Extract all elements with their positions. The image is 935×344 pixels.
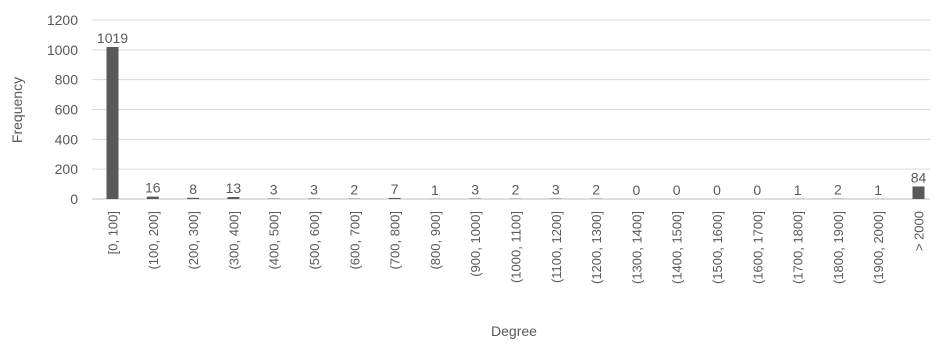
y-axis-title: Frequency (9, 77, 25, 143)
data-label: 0 (713, 182, 721, 198)
x-category-label: (1700, 1800] (791, 211, 806, 284)
bar (106, 46, 119, 199)
x-category-label: (1500, 1600] (710, 211, 725, 284)
x-category-label: (1200, 1300] (589, 211, 604, 284)
x-category-label: > 2000 (912, 211, 927, 251)
x-category-label: (500, 600] (307, 211, 322, 270)
bar (187, 197, 200, 199)
x-axis-title: Degree (491, 323, 537, 339)
bars (106, 46, 925, 199)
data-label: 0 (633, 182, 641, 198)
data-label: 3 (552, 182, 560, 198)
data-label: 3 (310, 182, 318, 198)
data-label: 0 (673, 182, 681, 198)
data-label: 84 (911, 169, 927, 185)
x-category-label: (1300, 1400] (629, 211, 644, 284)
y-tick-label: 200 (55, 161, 79, 177)
x-axis-categories: [0, 100] (100, 200] (200, 300] (300, 400] (4… (106, 211, 927, 284)
data-label: 2 (350, 182, 358, 198)
x-category-label: (1000, 1100] (509, 211, 524, 283)
data-label: 1 (431, 182, 439, 198)
x-category-label: (600, 700] (347, 211, 362, 270)
data-label: 1019 (97, 30, 128, 46)
x-category-label: (1600, 1700] (750, 211, 765, 284)
data-label: 3 (270, 182, 278, 198)
bar (912, 186, 925, 199)
gridlines (92, 19, 930, 200)
bar (227, 197, 240, 199)
data-label: 16 (145, 180, 161, 196)
data-label: 2 (592, 182, 600, 198)
bar (388, 197, 401, 199)
y-tick-label: 0 (70, 191, 78, 207)
data-label: 8 (189, 181, 197, 197)
y-axis-ticks: 0 200 400 600 800 1000 1200 (47, 12, 78, 207)
data-label: 1 (874, 182, 882, 198)
y-tick-label: 1000 (47, 42, 78, 58)
x-category-label: (400, 500] (267, 211, 282, 270)
x-category-label: (1800, 1900] (831, 211, 846, 284)
y-tick-label: 400 (55, 131, 79, 147)
x-category-label: (900, 1000] (468, 211, 483, 277)
y-tick-label: 600 (55, 102, 79, 118)
x-category-label: (200, 300] (186, 211, 201, 270)
x-category-label: (1400, 1500] (670, 211, 685, 284)
y-tick-label: 1200 (47, 12, 78, 28)
x-category-label: (300, 400] (226, 211, 241, 270)
x-category-label: (100, 200] (146, 211, 161, 270)
data-label: 13 (226, 180, 242, 196)
x-category-label: (800, 900] (428, 211, 443, 270)
data-label: 2 (512, 182, 520, 198)
data-label: 2 (834, 182, 842, 198)
x-category-label: (1900, 2000] (871, 211, 886, 284)
bar (146, 196, 159, 199)
data-label: 3 (471, 182, 479, 198)
x-category-label: (1100, 1200] (549, 211, 564, 283)
x-category-label: (700, 800] (388, 211, 403, 270)
data-label: 7 (391, 181, 399, 197)
data-label: 1 (794, 182, 802, 198)
data-label: 0 (753, 182, 761, 198)
x-category-label: [0, 100] (106, 211, 121, 254)
y-tick-label: 800 (55, 72, 79, 88)
